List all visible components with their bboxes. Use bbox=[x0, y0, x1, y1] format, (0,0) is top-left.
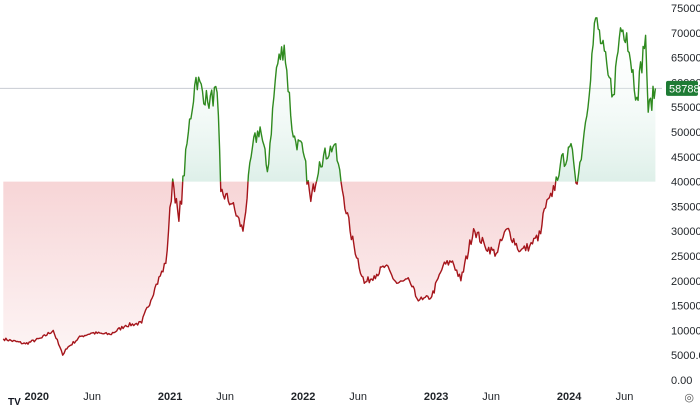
y-tick-label: 50000 bbox=[671, 127, 700, 139]
plot-area bbox=[0, 17, 662, 356]
x-tick-label: Jun bbox=[616, 391, 634, 403]
x-tick-label: 2021 bbox=[158, 391, 182, 403]
area-above-baseline bbox=[172, 17, 656, 182]
price-series bbox=[2, 17, 657, 356]
series-line-below bbox=[340, 181, 557, 302]
y-tick-label: 15000 bbox=[671, 301, 700, 313]
series-line-above bbox=[182, 76, 222, 182]
series-line-above bbox=[576, 17, 657, 182]
x-tick-label: 2022 bbox=[291, 391, 315, 403]
y-tick-label: 40000 bbox=[671, 177, 700, 189]
y-tick-label: 10000 bbox=[671, 325, 700, 337]
series-line-above bbox=[171, 178, 174, 182]
settings-icon[interactable]: ◎ bbox=[684, 392, 694, 404]
last-price-badge-box bbox=[666, 80, 698, 96]
y-tick-label: 75000 bbox=[671, 3, 700, 15]
series-line-above bbox=[247, 44, 308, 182]
x-tick-label: 2023 bbox=[424, 391, 448, 403]
x-tick-label: 2020 bbox=[25, 391, 49, 403]
series-line-below bbox=[219, 181, 249, 232]
y-tick-label: 55000 bbox=[671, 102, 700, 114]
series-line-above bbox=[315, 143, 342, 182]
y-tick-label: 65000 bbox=[671, 53, 700, 65]
x-tick-label: Jun bbox=[349, 391, 367, 403]
y-tick-label: 0.00 bbox=[671, 375, 692, 387]
series-line-below bbox=[307, 181, 318, 203]
series-line-below bbox=[575, 181, 579, 185]
y-tick-label: 20000 bbox=[671, 276, 700, 288]
y-tick-label: 25000 bbox=[671, 251, 700, 263]
y-tick-label: 30000 bbox=[671, 226, 700, 238]
x-tick-label: Jun bbox=[83, 391, 101, 403]
series-line-below bbox=[2, 181, 174, 356]
series-line-below bbox=[306, 181, 309, 185]
logo-text: TV bbox=[8, 397, 21, 408]
y-tick-label: 70000 bbox=[671, 28, 700, 40]
last-price-label: 58788 bbox=[669, 83, 700, 95]
y-tick-label: 5000.00 bbox=[671, 350, 700, 362]
last-price-badge: 58788 bbox=[666, 80, 700, 96]
tradingview-logo[interactable]: TV bbox=[8, 397, 21, 408]
area-below-baseline bbox=[3, 181, 578, 356]
y-tick-label: 45000 bbox=[671, 152, 700, 164]
x-tick-label: Jun bbox=[482, 391, 500, 403]
x-tick-label: 2024 bbox=[557, 391, 582, 403]
x-tick-label: Jun bbox=[216, 391, 234, 403]
series-line-above bbox=[555, 142, 577, 182]
y-tick-label: 35000 bbox=[671, 201, 700, 213]
y-axis[interactable]: 0.00 5000.00 10000 15000 20000 25000 30000 3500… bbox=[671, 3, 700, 387]
x-axis[interactable]: 2020 Jun 2021 Jun 2022 Jun 2023 Jun 2024 Jun bbox=[25, 391, 634, 403]
series-line-below bbox=[172, 181, 184, 222]
